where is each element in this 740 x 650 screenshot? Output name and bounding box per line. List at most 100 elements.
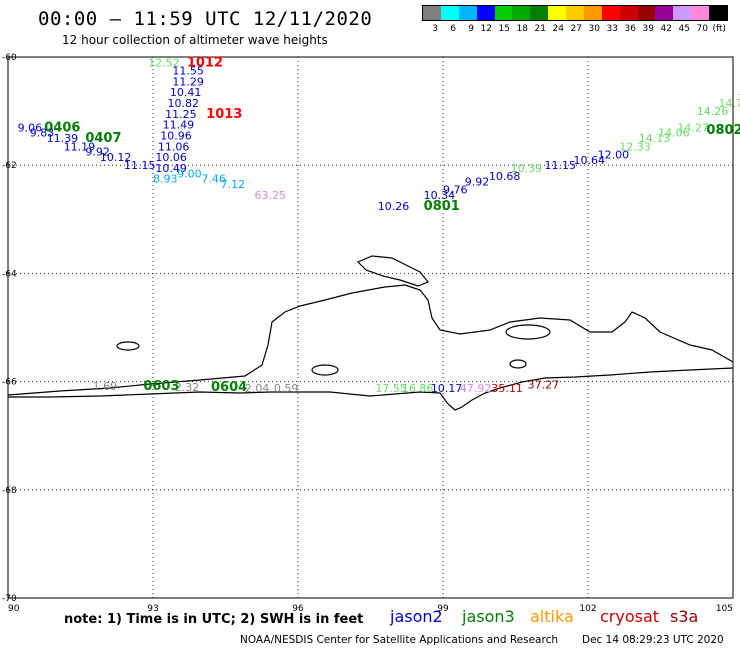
color-swatch [548,6,566,20]
color-swatch [709,6,727,20]
map-title: 00:00 – 11:59 UTC 12/11/2020 [38,8,373,30]
x-tick-label: 99 [437,604,449,614]
wave-height-label: 11.49 [163,119,195,132]
pass-time-label: 0407 [85,131,121,146]
wave-height-label: 9.00 [177,167,202,180]
credit-text: NOAA/NESDIS Center for Satellite Applica… [240,634,558,646]
wave-height-label: 9.83 [30,127,55,140]
color-swatch [655,6,674,20]
wave-height-label: 9.06 [18,121,42,134]
wave-height-label: 10.06 [155,151,187,164]
island-outline [505,324,551,340]
satellite-cryosat-label: cryosat [600,607,660,626]
coastline [8,367,734,411]
y-tick-label: -64 [2,269,17,279]
map-frame [7,56,734,599]
color-scale-label: 33 [606,24,618,34]
wave-height-label: 14.13 [639,132,671,145]
x-tick-label: 105 [716,604,733,614]
wave-height-label: 10.39 [511,162,542,175]
satellite-s3a-label: s3a [670,607,699,626]
map-subtitle: 12 hour collection of altimeter wave hei… [62,33,328,47]
wave-height-label: 37.27 [528,378,560,391]
color-swatch [423,6,441,20]
island-outline [311,364,339,376]
wave-height-label: 2.32 [175,381,200,394]
island-outline [356,255,429,287]
color-swatch [637,6,656,20]
color-swatch [458,6,477,20]
y-tick-label: -60 [2,53,17,63]
x-tick-label: 96 [292,604,304,614]
color-scale-label: 27 [570,24,582,34]
color-swatch [583,6,602,20]
wave-height-label: 1.69 [93,380,118,393]
wave-height-label: 11.55 [172,65,204,78]
wave-height-label: 11.39 [47,132,79,145]
coastline [7,284,734,396]
wave-height-label: 11.19 [64,140,95,153]
wave-height-label: 9.92 [465,175,490,188]
wave-height-label: 12.00 [598,148,630,161]
color-swatch [476,6,495,20]
color-scale-label: 6 [450,24,456,34]
color-scale-label: 45 [678,24,690,34]
color-swatch [673,6,692,20]
color-scale-label: 24 [552,24,564,34]
wave-height-label: 10.68 [489,170,520,183]
wave-height-label: 12.52 [148,56,180,69]
satellite-jason3-label: jason3 [462,607,515,626]
wave-height-label: 10.82 [168,97,200,110]
y-tick-label: -70 [2,594,17,604]
color-scale-label: 70 [696,24,708,34]
island-outline [116,341,140,351]
wave-height-label: 11.15 [545,159,577,172]
wave-height-label: 12.33 [619,140,651,153]
y-tick-label: -66 [2,378,17,388]
color-scale-label: 36 [624,24,636,34]
pass-time-label: 0802 [706,123,740,138]
color-swatch [530,6,549,20]
wave-height-label: 11.06 [158,140,190,153]
color-swatch [494,6,513,20]
x-tick-label: 90 [8,604,20,614]
color-scale-swatches [422,5,728,21]
wave-height-label: 10.17 [431,382,463,395]
color-scale-label: 12 [480,24,492,34]
wave-height-label: 9.76 [443,184,468,197]
color-swatch [619,6,638,20]
wave-height-label: 11.15 [124,159,156,172]
pass-time-label: 1013 [206,107,242,122]
footer-note: note: 1) Time is in UTC; 2) SWH is in fe… [64,612,364,627]
wave-height-label: 7.46 [201,173,226,186]
x-tick-label: 102 [579,604,596,614]
color-swatch [691,6,709,20]
color-swatch [601,6,620,20]
y-tick-label: -62 [2,161,17,171]
color-scale-label: 9 [468,24,474,34]
color-scale-labels: 3 6 9 12 15 18 21 24 27 30 33 36 39 42 45 70 (ft) [422,24,728,34]
color-scale-label: (ft) [712,24,726,34]
wave-height-label: 17.55 [375,382,407,395]
wave-height-label: 11.25 [165,108,197,121]
wave-height-label: 14.27 [677,121,709,134]
wave-height-label: 14.26 [697,105,729,118]
wave-height-label: 8.93 [153,173,178,186]
pass-time-label: 0603 [143,379,179,394]
island-outline [509,359,527,369]
wave-height-label: 10.49 [155,162,187,175]
wave-height-label: 14.76 [719,97,740,110]
color-scale-label: 42 [660,24,672,34]
wave-height-label: 2.04 [245,382,269,395]
wave-height-label: 0.59 [274,382,299,395]
color-scale-label: 30 [588,24,600,34]
color-swatch [566,6,584,20]
satellite-jason2-label: jason2 [390,607,443,626]
wave-height-label: 10.64 [574,154,606,167]
timestamp-text: Dec 14 08:29:23 UTC 2020 [582,634,724,646]
wave-height-label: 10.34 [424,189,456,202]
wave-height-label: 9.92 [85,146,110,159]
wave-height-label: 63.25 [255,189,287,202]
